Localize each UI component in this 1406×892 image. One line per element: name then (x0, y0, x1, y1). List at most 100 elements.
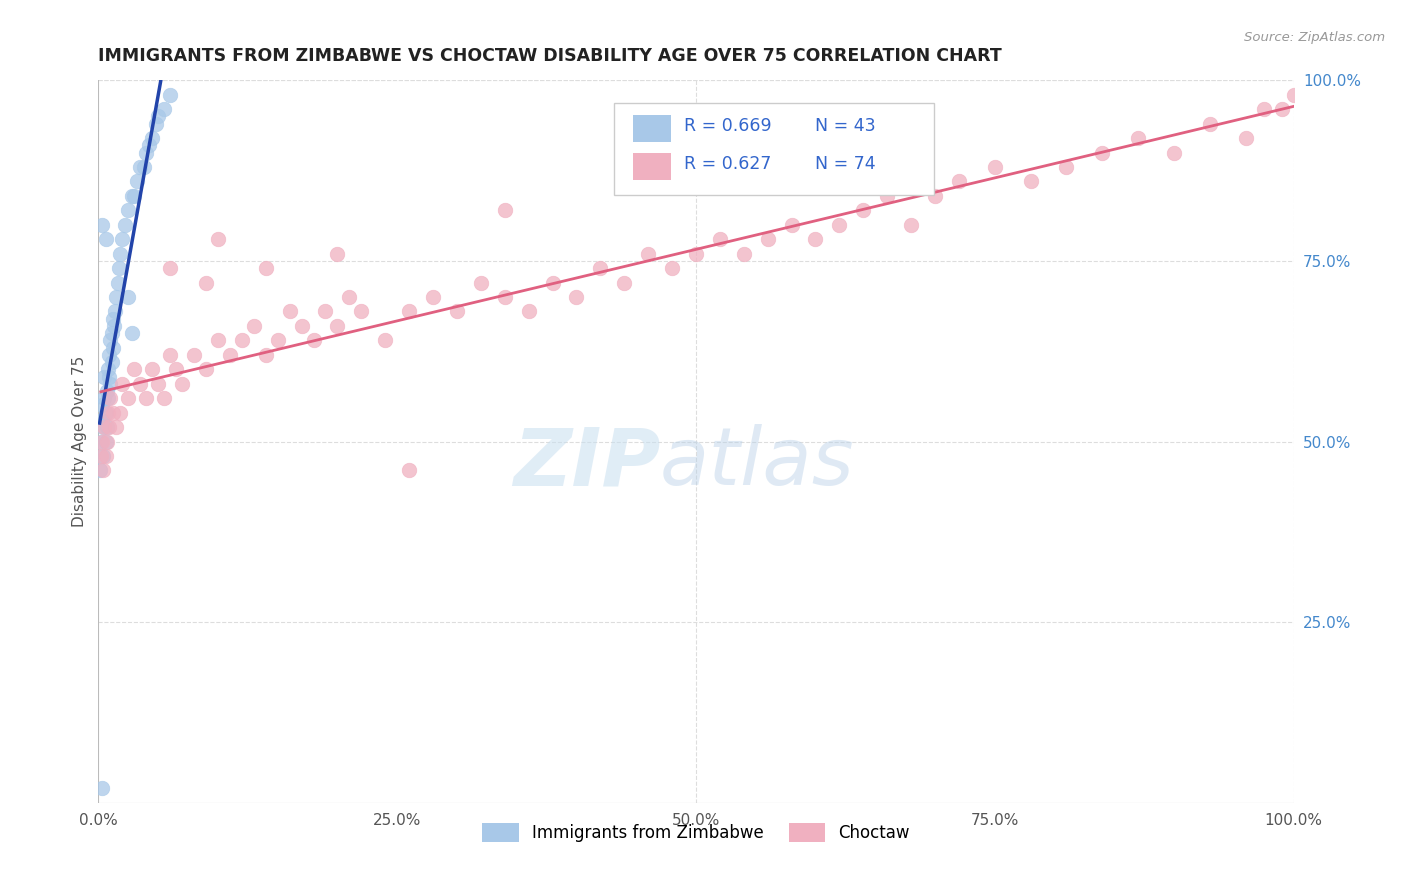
Legend: Immigrants from Zimbabwe, Choctaw: Immigrants from Zimbabwe, Choctaw (475, 816, 917, 848)
Point (1199, 117, 1222, 131)
Point (852, 203, 875, 218)
Point (117, 203, 139, 218)
Point (661, 261, 683, 276)
Point (756, 232, 779, 246)
Point (98, 376, 122, 391)
Point (98, 334, 122, 348)
Text: atlas: atlas (661, 425, 855, 502)
Point (339, 290, 361, 304)
Point (231, 334, 253, 348)
Point (1128, 131, 1150, 145)
Point (183, 348, 205, 362)
Point (100, 355, 122, 369)
Point (326, 246, 349, 260)
Point (1019, 174, 1042, 188)
Point (350, 304, 373, 318)
Point (108, 406, 131, 420)
Point (165, 362, 187, 376)
Point (129, 376, 152, 391)
Point (565, 290, 588, 304)
Point (613, 276, 636, 290)
Point (517, 304, 540, 318)
Point (470, 276, 492, 290)
Point (637, 246, 659, 260)
Point (145, 117, 167, 131)
Point (900, 218, 922, 232)
Point (105, 290, 128, 304)
Point (125, 174, 148, 188)
Point (94, 434, 117, 449)
Point (90, 434, 112, 449)
Point (219, 348, 242, 362)
Bar (633, 153, 671, 180)
Point (114, 218, 136, 232)
Point (91, 218, 114, 232)
Point (398, 463, 420, 477)
Point (195, 362, 218, 376)
Point (96, 384, 118, 398)
Point (121, 189, 143, 203)
Point (117, 290, 139, 304)
Text: ZIP: ZIP (513, 425, 661, 502)
Point (93, 369, 115, 384)
Point (104, 304, 127, 318)
Point (1271, 102, 1294, 116)
Point (107, 261, 129, 276)
Point (141, 131, 163, 145)
FancyBboxPatch shape (613, 103, 934, 195)
Bar (633, 114, 671, 142)
Point (159, 87, 181, 102)
Y-axis label: Disability Age Over 75: Disability Age Over 75 (72, 356, 87, 527)
Point (398, 304, 420, 318)
Text: R = 0.627: R = 0.627 (685, 154, 772, 173)
Point (129, 160, 152, 174)
Point (494, 203, 516, 218)
Point (422, 290, 444, 304)
Point (93, 391, 115, 405)
Point (1091, 145, 1114, 160)
Point (101, 406, 124, 420)
Point (984, 160, 1007, 174)
Point (91, 463, 114, 477)
Point (124, 362, 146, 376)
Point (1163, 145, 1185, 160)
Point (172, 376, 194, 391)
Point (94, 449, 117, 463)
Point (105, 420, 128, 434)
Point (98, 391, 122, 405)
Point (124, 189, 146, 203)
Point (100, 326, 122, 340)
Point (153, 102, 176, 116)
Point (111, 232, 134, 246)
Point (91, 413, 114, 427)
Point (1234, 131, 1257, 145)
Point (89, 463, 111, 477)
Point (243, 318, 266, 333)
Point (101, 311, 124, 326)
Point (111, 376, 134, 391)
Point (302, 334, 325, 348)
Point (91, 420, 114, 434)
Point (159, 348, 181, 362)
Point (138, 138, 160, 153)
Point (101, 341, 124, 355)
Point (948, 174, 970, 188)
Point (374, 334, 396, 348)
Text: R = 0.669: R = 0.669 (685, 117, 772, 135)
Point (135, 391, 157, 405)
Point (117, 391, 139, 405)
Point (98, 420, 121, 434)
Point (254, 261, 277, 276)
Point (94, 406, 117, 420)
Point (315, 304, 337, 318)
Point (135, 145, 157, 160)
Point (107, 276, 129, 290)
Point (148, 376, 170, 391)
Point (91, 398, 114, 412)
Point (709, 232, 731, 246)
Point (924, 189, 946, 203)
Point (97, 406, 120, 420)
Point (685, 246, 707, 260)
Point (148, 110, 170, 124)
Point (254, 348, 277, 362)
